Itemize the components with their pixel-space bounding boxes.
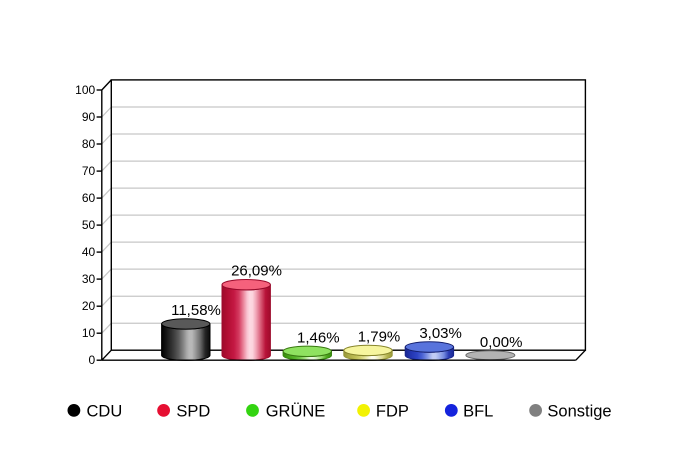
- svg-text:0: 0: [89, 353, 96, 367]
- svg-text:CDU: CDU: [87, 402, 123, 420]
- svg-text:FDP: FDP: [376, 402, 409, 420]
- svg-text:90: 90: [82, 110, 96, 124]
- svg-text:50: 50: [82, 218, 96, 232]
- svg-text:Sonstige: Sonstige: [547, 402, 611, 420]
- svg-text:SPD: SPD: [176, 402, 210, 420]
- svg-text:70: 70: [82, 164, 96, 178]
- svg-text:100: 100: [75, 83, 95, 97]
- svg-text:1,79%: 1,79%: [358, 328, 401, 345]
- svg-text:3,03%: 3,03%: [419, 325, 462, 342]
- svg-text:60: 60: [82, 191, 96, 205]
- svg-text:26,09%: 26,09%: [231, 263, 282, 280]
- svg-text:20: 20: [82, 299, 96, 313]
- svg-text:BFL: BFL: [463, 402, 493, 420]
- svg-text:1,46%: 1,46%: [297, 329, 340, 346]
- svg-text:11,58%: 11,58%: [171, 302, 221, 319]
- svg-text:0,00%: 0,00%: [480, 334, 523, 351]
- svg-text:GRÜNE: GRÜNE: [266, 402, 326, 420]
- svg-text:80: 80: [82, 137, 96, 151]
- svg-text:30: 30: [82, 272, 96, 286]
- svg-text:40: 40: [82, 245, 96, 259]
- svg-text:10: 10: [82, 326, 96, 340]
